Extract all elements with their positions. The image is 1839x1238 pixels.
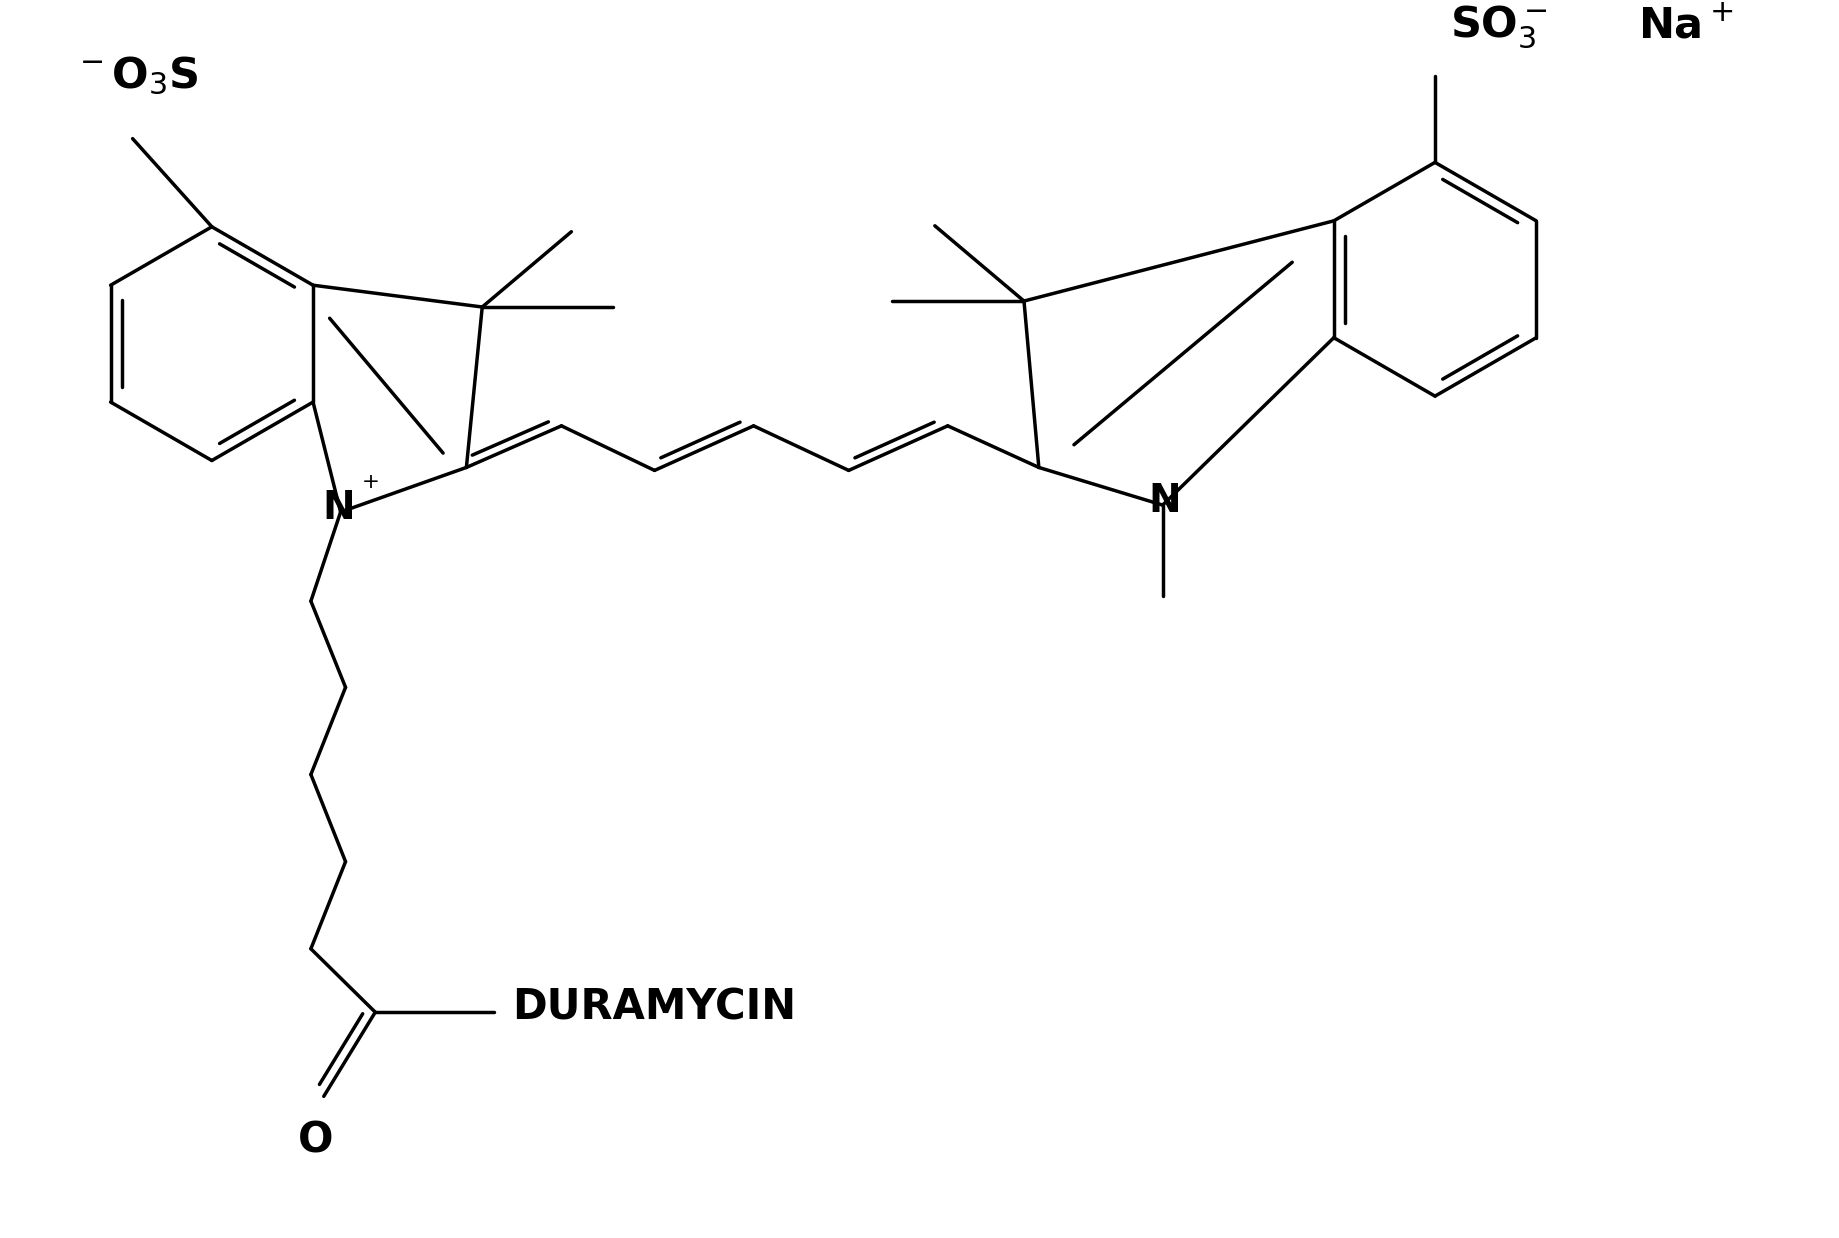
Text: N: N bbox=[322, 489, 355, 527]
Text: Na$^+$: Na$^+$ bbox=[1639, 6, 1734, 48]
Text: $^-$O$_3$S: $^-$O$_3$S bbox=[74, 56, 199, 98]
Text: DURAMYCIN: DURAMYCIN bbox=[511, 987, 796, 1029]
Text: O: O bbox=[298, 1120, 333, 1162]
Text: N: N bbox=[1148, 482, 1181, 520]
Text: $^+$: $^+$ bbox=[357, 475, 379, 505]
Text: SO$_3^-$: SO$_3^-$ bbox=[1449, 4, 1548, 50]
